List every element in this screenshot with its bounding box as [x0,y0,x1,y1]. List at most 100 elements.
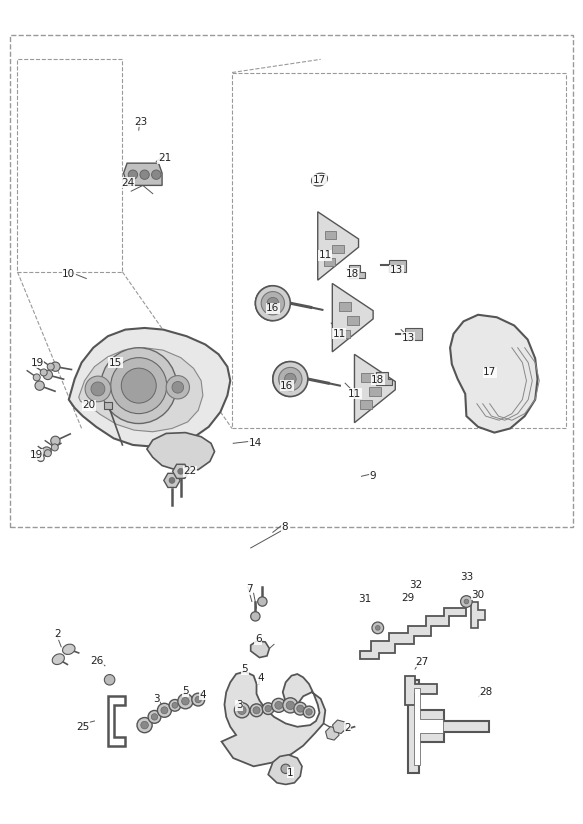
Text: 13: 13 [390,265,403,275]
Circle shape [51,436,60,446]
Circle shape [303,706,315,718]
Circle shape [275,701,283,709]
Text: 14: 14 [249,438,262,448]
Circle shape [51,362,60,372]
Circle shape [262,703,274,714]
Polygon shape [273,362,290,396]
Text: 19: 19 [30,450,43,460]
Circle shape [279,368,302,391]
Circle shape [261,292,285,315]
Circle shape [192,693,205,706]
Circle shape [35,381,44,391]
Polygon shape [332,720,346,733]
Circle shape [169,700,181,711]
Circle shape [285,373,296,385]
Circle shape [182,697,189,705]
Text: 13: 13 [402,333,415,343]
Text: 16: 16 [266,303,279,313]
Text: 3: 3 [153,694,160,704]
Circle shape [33,374,40,381]
Text: 4: 4 [258,673,265,683]
Ellipse shape [311,173,328,186]
Circle shape [42,447,51,456]
Circle shape [152,714,157,720]
Circle shape [250,704,263,717]
Ellipse shape [52,654,64,664]
Polygon shape [354,354,395,423]
Text: 27: 27 [416,657,429,667]
Bar [232,73,566,428]
Text: 9: 9 [370,471,377,481]
Circle shape [255,286,290,321]
Circle shape [372,622,384,634]
Polygon shape [349,265,365,278]
Circle shape [265,705,272,712]
Circle shape [286,701,294,709]
Circle shape [195,696,202,703]
Polygon shape [268,755,302,784]
Circle shape [375,625,380,630]
Text: 1: 1 [287,768,294,778]
Polygon shape [255,286,273,321]
Circle shape [253,707,260,714]
Circle shape [91,382,105,396]
Circle shape [283,698,298,713]
Text: 18: 18 [371,375,384,385]
Ellipse shape [62,644,75,654]
Circle shape [169,477,175,484]
Circle shape [141,721,148,729]
Text: 3: 3 [236,700,243,710]
Polygon shape [360,400,372,409]
Polygon shape [347,316,359,325]
Circle shape [37,455,44,461]
Circle shape [461,596,472,607]
Text: 26: 26 [90,656,103,666]
Circle shape [148,710,161,723]
Bar [17,59,122,272]
Text: 15: 15 [109,358,122,368]
Circle shape [140,170,149,180]
Circle shape [178,694,193,709]
Circle shape [40,369,47,376]
Text: 2: 2 [54,630,61,639]
Circle shape [128,170,138,180]
Text: 20: 20 [82,400,95,410]
Polygon shape [147,433,215,471]
Text: 8: 8 [281,522,288,531]
Text: 11: 11 [348,389,361,399]
Text: 21: 21 [158,153,171,163]
Polygon shape [332,245,344,253]
Polygon shape [324,258,335,266]
Circle shape [101,348,177,424]
Circle shape [234,703,250,718]
Circle shape [121,368,156,403]
Polygon shape [369,387,381,396]
Circle shape [238,706,246,714]
Text: 30: 30 [472,590,484,600]
Circle shape [157,704,171,717]
Circle shape [251,611,260,621]
Polygon shape [405,328,422,340]
Polygon shape [414,688,443,765]
Text: 18: 18 [346,269,359,279]
Polygon shape [325,231,336,239]
Polygon shape [405,676,437,705]
Polygon shape [332,283,373,352]
Polygon shape [69,328,230,447]
Text: 10: 10 [62,269,75,279]
Text: 16: 16 [280,381,293,391]
Text: 11: 11 [319,250,332,260]
Circle shape [111,358,167,414]
Polygon shape [173,464,189,479]
Polygon shape [408,680,489,773]
Circle shape [161,707,168,714]
Text: 11: 11 [333,329,346,339]
Circle shape [273,362,308,396]
Bar [10,35,573,527]
Text: 6: 6 [255,634,262,644]
Polygon shape [79,348,203,432]
Text: 17: 17 [313,175,326,185]
Circle shape [281,764,290,774]
Text: 29: 29 [402,593,415,603]
Circle shape [178,468,184,475]
